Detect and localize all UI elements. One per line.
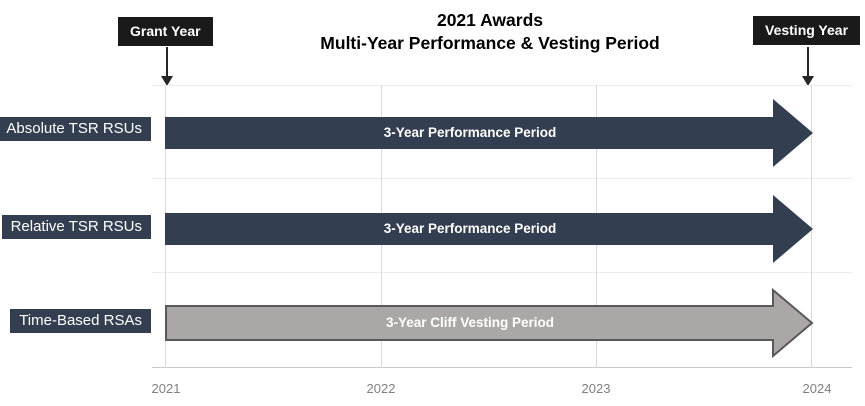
x-tick-2023: 2023 [581,381,611,396]
arrow-relative-tsr-performance-period [165,195,813,263]
arrow-time-based-cliff-vesting-period [165,288,814,358]
chart-title: 2021 Awards Multi-Year Performance & Ves… [130,9,850,55]
grant-year-down-arrow-icon [161,76,173,86]
arrow-absolute-tsr-performance-period [165,99,813,167]
arrow-label-row1: 3-Year Performance Period [383,125,557,140]
hgridline-top [152,85,852,86]
arrow-label-row3: 3-Year Cliff Vesting Period [385,315,555,330]
hgridline-row1-row2 [152,178,852,179]
x-tick-2022: 2022 [366,381,396,396]
x-tick-2021: 2021 [151,381,181,396]
gridline-2024 [811,85,812,368]
chart-title-line1: 2021 Awards [436,10,544,30]
row-label-time-based-rsas: Time-Based RSAs [10,309,151,333]
vesting-year-connector-line [807,47,809,77]
row-label-relative-tsr-rsus: Relative TSR RSUs [1,215,151,239]
grant-year-connector-line [166,47,168,77]
vesting-year-down-arrow-icon [802,76,814,86]
x-tick-2024: 2024 [802,381,832,396]
grant-year-callout: Grant Year [118,17,213,46]
vesting-year-callout: Vesting Year [753,16,861,45]
hgridline-row2-row3 [152,272,852,273]
row-label-absolute-tsr-rsus: Absolute TSR RSUs [0,117,151,141]
chart-title-line2: Multi-Year Performance & Vesting Period [320,33,660,53]
arrow-label-row2: 3-Year Performance Period [383,221,557,236]
x-axis-line [152,367,852,368]
